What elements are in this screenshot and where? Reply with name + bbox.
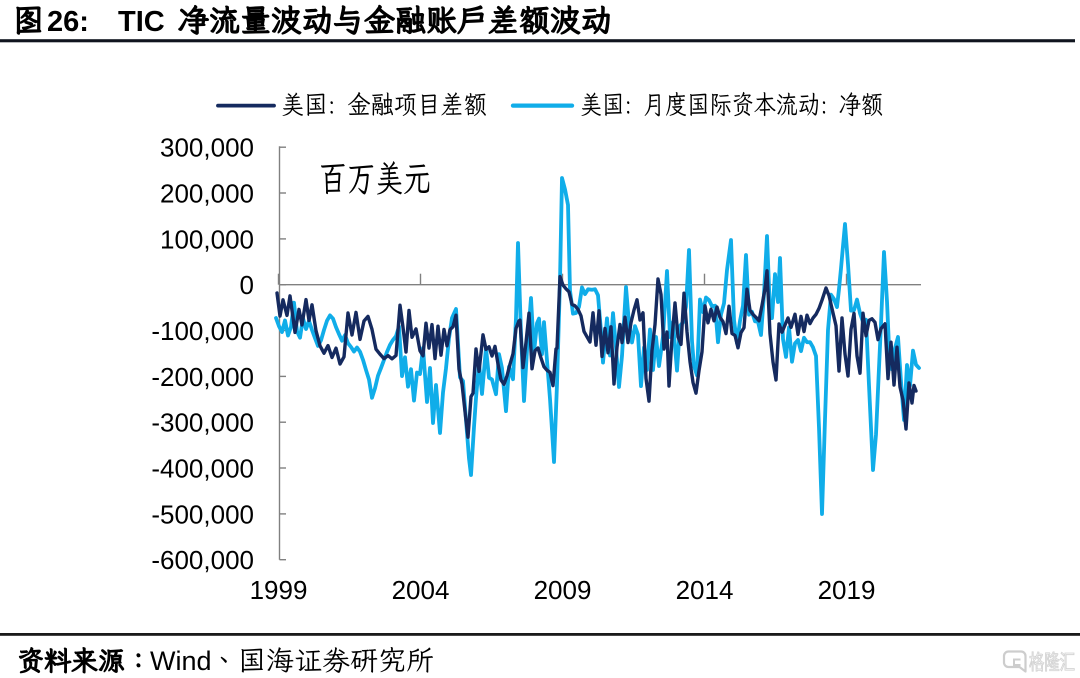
svg-text:2009: 2009 <box>534 575 592 605</box>
svg-text:-300,000: -300,000 <box>151 408 254 438</box>
svg-text:2004: 2004 <box>392 575 450 605</box>
svg-text:26:: 26: <box>47 6 89 38</box>
svg-text:0: 0 <box>240 270 254 300</box>
svg-text:1999: 1999 <box>250 575 308 605</box>
svg-text:Wind: Wind <box>150 646 212 676</box>
svg-text:100,000: 100,000 <box>160 224 254 254</box>
svg-text:2014: 2014 <box>676 575 734 605</box>
svg-text:-600,000: -600,000 <box>151 545 254 575</box>
svg-text:300,000: 300,000 <box>160 133 254 163</box>
svg-text:-100,000: -100,000 <box>151 316 254 346</box>
svg-text:TIC: TIC <box>118 6 165 38</box>
svg-text:-500,000: -500,000 <box>151 499 254 529</box>
svg-text:200,000: 200,000 <box>160 178 254 208</box>
svg-text:2019: 2019 <box>818 575 876 605</box>
svg-text:-400,000: -400,000 <box>151 453 254 483</box>
svg-text:-200,000: -200,000 <box>151 362 254 392</box>
